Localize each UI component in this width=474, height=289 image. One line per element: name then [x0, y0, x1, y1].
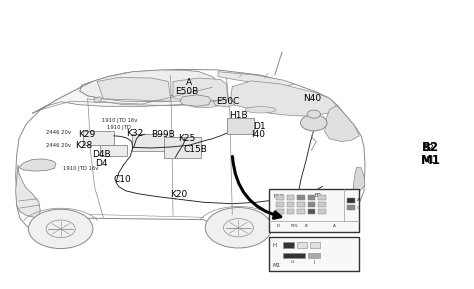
- Bar: [310, 242, 320, 248]
- Polygon shape: [97, 77, 171, 101]
- Text: M1: M1: [420, 154, 440, 167]
- Text: K29: K29: [78, 129, 95, 139]
- Bar: [269, 237, 359, 271]
- Bar: [283, 253, 305, 258]
- Text: J: J: [314, 260, 315, 264]
- Bar: [283, 242, 294, 248]
- Ellipse shape: [187, 100, 220, 108]
- Circle shape: [28, 209, 93, 249]
- Ellipse shape: [246, 107, 276, 113]
- Bar: [287, 195, 294, 200]
- Text: C10: C10: [113, 175, 131, 184]
- Text: K32: K32: [127, 129, 144, 138]
- Text: A: A: [186, 78, 191, 87]
- Bar: [347, 205, 355, 210]
- Text: F55: F55: [291, 224, 298, 228]
- Bar: [318, 195, 326, 200]
- Polygon shape: [32, 81, 213, 113]
- Text: E50B: E50B: [174, 86, 198, 96]
- Polygon shape: [94, 97, 102, 103]
- Text: M1: M1: [421, 156, 434, 165]
- Bar: [227, 118, 254, 134]
- Text: D4B: D4B: [92, 149, 111, 159]
- Bar: [269, 189, 359, 232]
- Polygon shape: [353, 168, 365, 194]
- Bar: [318, 202, 326, 207]
- Text: A: A: [357, 198, 360, 202]
- Text: K25: K25: [178, 134, 195, 143]
- Text: C15B: C15B: [184, 144, 208, 154]
- Bar: [297, 242, 307, 248]
- Bar: [347, 198, 355, 203]
- Text: H: H: [272, 243, 276, 248]
- Text: M1: M1: [272, 263, 280, 268]
- Text: 1910 JTD: 1910 JTD: [107, 125, 130, 130]
- Text: 2446 20v: 2446 20v: [46, 130, 72, 136]
- Polygon shape: [173, 78, 228, 101]
- Text: G: G: [290, 260, 294, 264]
- Bar: [308, 253, 320, 258]
- Text: H1B: H1B: [229, 111, 248, 120]
- Text: B2: B2: [422, 144, 433, 153]
- Text: D: D: [276, 224, 280, 228]
- Bar: [308, 209, 315, 214]
- Bar: [297, 209, 305, 214]
- Circle shape: [307, 110, 320, 118]
- Text: B99B: B99B: [151, 130, 174, 139]
- Text: 1910 JTD 16v: 1910 JTD 16v: [102, 118, 137, 123]
- Circle shape: [301, 115, 327, 131]
- Text: K28: K28: [75, 140, 92, 150]
- Polygon shape: [213, 99, 235, 107]
- Text: E50C: E50C: [216, 97, 240, 106]
- Polygon shape: [230, 81, 337, 116]
- Text: K20: K20: [171, 190, 188, 199]
- Text: D1: D1: [254, 122, 266, 131]
- Text: 1910 JTD 16v: 1910 JTD 16v: [63, 166, 99, 171]
- Bar: [100, 145, 127, 156]
- Bar: [276, 202, 284, 207]
- Bar: [83, 131, 114, 144]
- Polygon shape: [16, 165, 40, 217]
- Bar: [287, 209, 294, 214]
- Polygon shape: [325, 105, 359, 142]
- Text: F57: F57: [273, 194, 283, 199]
- Polygon shape: [218, 72, 294, 87]
- Text: C: C: [357, 205, 360, 210]
- Text: D4: D4: [95, 159, 107, 168]
- Bar: [132, 134, 166, 151]
- Polygon shape: [19, 159, 56, 171]
- Bar: [308, 195, 315, 200]
- Text: I40: I40: [251, 130, 265, 140]
- Text: 2446 20v: 2446 20v: [46, 142, 72, 148]
- Bar: [287, 202, 294, 207]
- Text: A: A: [333, 224, 336, 228]
- Bar: [297, 195, 305, 200]
- Text: B2: B2: [422, 142, 439, 154]
- Text: N40: N40: [303, 94, 321, 103]
- Bar: [276, 195, 284, 200]
- Bar: [164, 137, 201, 158]
- Text: B: B: [305, 224, 308, 228]
- Bar: [276, 209, 284, 214]
- Bar: [297, 202, 305, 207]
- Bar: [318, 209, 326, 214]
- Text: B2: B2: [314, 193, 321, 198]
- Bar: [308, 202, 315, 207]
- Polygon shape: [180, 95, 211, 106]
- Circle shape: [205, 208, 272, 248]
- Polygon shape: [80, 70, 218, 99]
